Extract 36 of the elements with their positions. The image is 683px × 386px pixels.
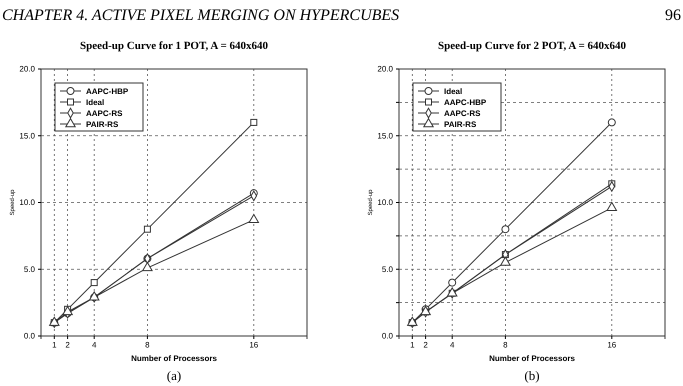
x-tick-label: 4 [92,340,97,350]
text: (b) [524,368,540,383]
legend-label: Ideal [86,98,104,107]
x-tick-label: 4 [450,340,455,350]
x-tick-label: 8 [503,340,508,350]
x-tick-label: 1 [410,340,416,350]
x-tick-label: 2 [65,340,70,350]
y-tick-label: 15.0 [377,131,394,140]
y-tick-label: 10.0 [19,198,36,208]
legend-label: AAPC-RS [444,109,482,118]
text: (a) [166,368,182,383]
y-tick-label: 20.0 [377,64,394,74]
y-tick-label: 20.0 [19,64,36,74]
y-tick-label: 5.0 [24,264,36,274]
text: CHAPTER 4. ACTIVE PIXEL MERGING ON HYPERCUBES [2,7,400,24]
legend-label: AAPC-RS [86,109,124,118]
x-tick-label: 2 [423,340,428,350]
legend-label: AAPC-HBP [86,87,129,96]
legend-label: PAIR-RS [444,120,477,129]
y-tick-label: 5.0 [382,264,394,274]
legend-label: PAIR-RS [86,120,119,129]
x-tick-label: 16 [249,340,259,350]
chart-title: Speed-up Curve for 2 POT, A = 640x640 [438,40,626,52]
y-tick-label: 0.0 [24,332,36,341]
y-tick-label: 0.0 [382,332,394,341]
legend-label: Ideal [444,87,462,96]
y-tick-label: 10.0 [377,198,394,208]
x-tick-label: 8 [145,340,150,350]
legend-label: AAPC-HBP [444,98,487,107]
chart-title: Speed-up Curve for 1 POT, A = 640x640 [80,40,268,52]
x-axis-title: Number of Processors [489,354,576,363]
x-axis-title: Number of Processors [131,354,218,363]
text: 96 [665,7,681,24]
y-tick-label: 15.0 [19,131,36,140]
x-tick-label: 16 [607,340,617,350]
x-tick-label: 1 [52,340,58,350]
